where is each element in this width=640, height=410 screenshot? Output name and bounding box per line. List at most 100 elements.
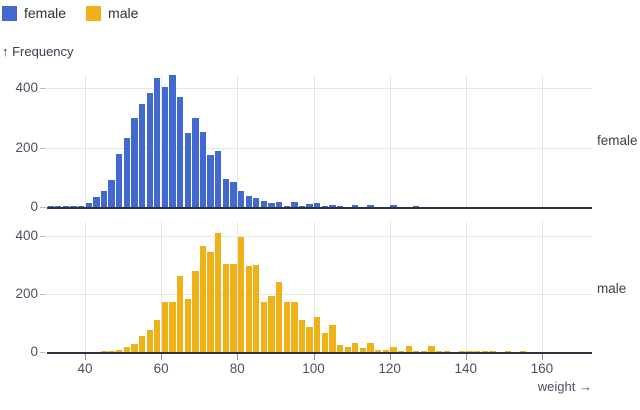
male-histogram-bar — [237, 237, 245, 352]
x-tick-mark — [161, 353, 163, 360]
female-histogram-bar — [100, 190, 108, 207]
female-histogram-bar — [298, 206, 306, 207]
gridline-vertical — [541, 75, 543, 207]
y-tick-mark — [40, 352, 46, 353]
x-tick-label: 80 — [229, 361, 245, 376]
female-histogram-bar — [85, 203, 92, 207]
y-tick-mark — [40, 147, 46, 149]
female-histogram-bar — [314, 203, 321, 207]
male-histogram-bar — [253, 265, 260, 352]
male-histogram-bar — [405, 346, 412, 352]
male-histogram-bar — [108, 351, 115, 352]
female-histogram-bar — [146, 92, 153, 207]
male-histogram-bar — [291, 301, 298, 352]
female-histogram-bar — [177, 96, 184, 207]
female-histogram-bar — [367, 205, 374, 207]
male-histogram-bar — [443, 351, 450, 352]
male-histogram-bar — [207, 251, 214, 352]
x-tick-mark — [541, 353, 543, 360]
female-histogram-bar — [192, 117, 199, 207]
x-tick-mark — [465, 353, 467, 360]
female-histogram-bar — [207, 154, 214, 207]
male-histogram-bar — [100, 351, 108, 352]
female-histogram-bar — [253, 198, 260, 207]
female-histogram-bar — [230, 181, 237, 207]
male-histogram-bar — [116, 350, 123, 352]
male-histogram-bar — [352, 343, 359, 352]
male-histogram-bar — [344, 347, 351, 352]
male-histogram-bar — [161, 302, 169, 352]
male-histogram-bar — [420, 351, 428, 352]
female-histogram-bar — [329, 204, 336, 207]
gridline-horizontal — [46, 88, 592, 89]
male-histogram-bar — [367, 343, 374, 352]
gridline-vertical — [389, 222, 391, 352]
male-histogram-bar — [329, 325, 336, 352]
gridline-vertical — [465, 222, 467, 352]
gridline-vertical — [541, 222, 543, 352]
gridline-vertical — [85, 222, 86, 352]
x-tick-mark — [85, 353, 86, 360]
male-histogram-bar — [413, 351, 420, 352]
female-histogram-bar — [78, 206, 85, 207]
male-histogram-bar — [123, 346, 131, 352]
male-histogram-bar — [184, 298, 191, 352]
female-histogram-bar — [276, 201, 283, 207]
female-histogram-bar — [306, 204, 313, 207]
male-histogram-bar — [382, 350, 389, 352]
male-histogram-bar — [435, 351, 443, 352]
female-swatch-icon — [2, 5, 17, 21]
gridline-vertical — [465, 75, 467, 207]
male-histogram-bar — [390, 346, 397, 352]
legend-item-female: female — [2, 5, 66, 21]
male-histogram-bar — [169, 302, 176, 352]
gridline-horizontal — [46, 294, 592, 295]
x-tick-label: 60 — [153, 361, 169, 376]
gridline-horizontal — [46, 236, 592, 237]
female-histogram-bar — [123, 138, 131, 207]
male-histogram-bar — [146, 330, 153, 352]
male-histogram-bar — [154, 320, 161, 352]
female-histogram-bar — [108, 179, 115, 207]
female-histogram-bar — [55, 205, 62, 207]
legend: female male — [2, 5, 138, 21]
female-histogram-bar — [390, 205, 397, 207]
x-tick-mark — [313, 353, 315, 360]
male-histogram-bar — [131, 343, 138, 352]
female-histogram-bar — [291, 202, 298, 207]
x-tick-label: 140 — [454, 361, 478, 376]
female-histogram-bar — [260, 201, 268, 207]
male-histogram-bar — [177, 275, 184, 352]
female-histogram-bar — [336, 206, 344, 207]
legend-label-male: male — [108, 5, 139, 21]
female-histogram-bar — [184, 133, 191, 207]
male-histogram-bar — [489, 351, 496, 352]
female-histogram-bar — [131, 118, 138, 207]
male-histogram-bar — [138, 335, 146, 352]
female-histogram-bar — [138, 103, 146, 207]
male-histogram-bar — [260, 301, 268, 352]
x-tick-mark — [389, 353, 391, 360]
legend-label-female: female — [24, 5, 67, 21]
y-tick-label: 400 — [15, 80, 38, 95]
x-axis-line — [46, 207, 592, 209]
male-histogram-bar — [268, 296, 275, 352]
male-histogram-bar — [298, 320, 306, 352]
male-histogram-bar — [504, 351, 511, 352]
female-histogram-bar — [154, 77, 161, 207]
gridline-vertical — [161, 75, 163, 207]
facet-label-female: female — [597, 133, 638, 148]
y-tick-mark — [40, 294, 46, 295]
male-histogram-bar — [466, 351, 473, 352]
male-histogram-bar — [276, 282, 283, 352]
male-histogram-bar — [306, 326, 313, 352]
y-tick-mark — [40, 207, 46, 208]
facet-label-male: male — [597, 281, 627, 296]
female-histogram-bar — [161, 87, 169, 207]
female-histogram-bar — [321, 206, 329, 207]
gridline-vertical — [85, 75, 86, 207]
x-tick-label: 160 — [530, 361, 554, 376]
y-axis-title: ↑ Frequency — [2, 44, 74, 59]
female-histogram-bar — [237, 190, 245, 207]
